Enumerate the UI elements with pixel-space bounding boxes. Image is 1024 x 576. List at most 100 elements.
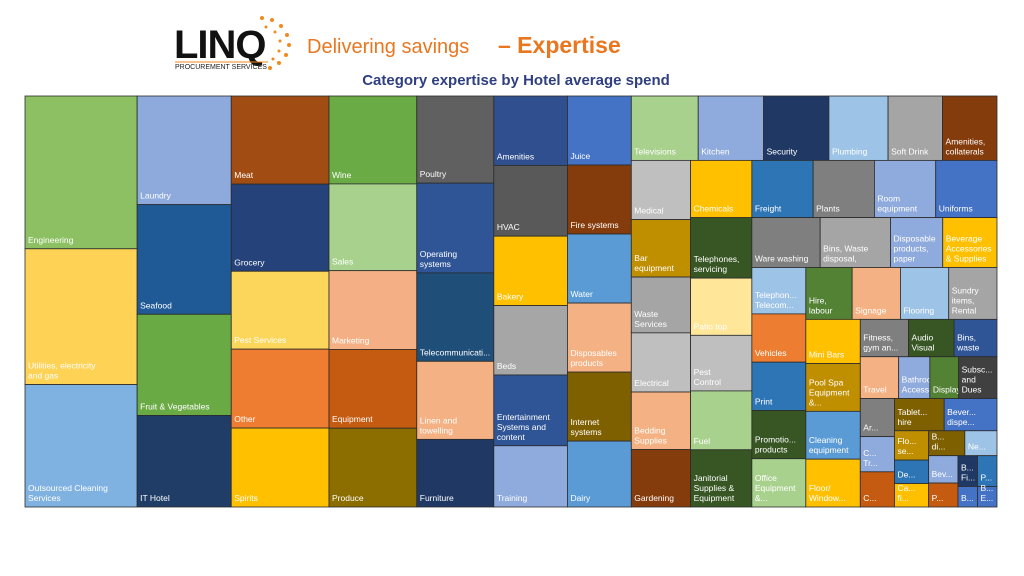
- cell-label: Disposable products, paper: [894, 233, 936, 263]
- treemap-cell: [136, 313, 232, 416]
- cell-label: Security: [767, 146, 798, 156]
- cell-label: IT Hotel: [140, 493, 170, 503]
- cell-label: Disposables products: [570, 348, 616, 368]
- treemap-cell: [24, 95, 138, 250]
- treemap-cell: [230, 348, 330, 429]
- treemap-cell: [416, 360, 495, 440]
- treemap-cell: [851, 267, 901, 320]
- treemap-cell: [136, 95, 232, 206]
- cell-label: Bedding Supplies: [634, 426, 667, 446]
- treemap-cell: [690, 334, 753, 392]
- cell-label: Other: [234, 414, 255, 424]
- cell-label: Flooring: [903, 305, 934, 315]
- treemap-cell: [805, 458, 861, 508]
- cell-label: Bins, waste: [956, 333, 979, 353]
- treemap-cell: [24, 248, 138, 385]
- cell-label: Amenities: [497, 151, 534, 161]
- logo-dots: [260, 16, 291, 70]
- cell-label: B... Fi...: [961, 462, 975, 482]
- cell-label: Laundry: [140, 191, 171, 201]
- cell-label: Fitness, gym an...: [863, 333, 898, 353]
- treemap-cell: [416, 438, 495, 508]
- cell-label: Bins, Waste disposal,: [823, 243, 868, 263]
- cell-label: B... di...: [932, 432, 946, 452]
- treemap-cell: [942, 217, 998, 268]
- cell-label: Plumbing: [832, 146, 868, 156]
- cell-label: Ca... fi...: [897, 483, 915, 503]
- treemap-cell: [493, 445, 568, 508]
- cell-label: Bakery: [497, 292, 524, 302]
- treemap-cell: [230, 427, 330, 508]
- treemap-cell: [812, 159, 875, 219]
- treemap-cell: [948, 267, 998, 320]
- cell-label: Janitorial Supplies & Equipment: [694, 473, 735, 503]
- treemap-cell: [690, 217, 753, 279]
- cell-label: Entertainment Systems and content: [497, 412, 551, 442]
- cell-label: Cleaning equipment: [809, 435, 849, 455]
- treemap-cell: [964, 430, 998, 457]
- cell-label: Freight: [755, 204, 782, 214]
- cell-label: Engineering: [28, 235, 74, 245]
- cell-label: Fruit & Vegetables: [140, 401, 209, 411]
- cell-label: Pest Services: [234, 335, 286, 345]
- cell-label: Spirits: [234, 493, 258, 503]
- cell-label: Hire, labour: [809, 295, 833, 315]
- cell-label: Fire systems: [570, 220, 618, 230]
- cell-label: Water: [570, 289, 593, 299]
- cell-label: P...: [932, 493, 944, 503]
- cell-label: Soft Drink: [891, 146, 929, 156]
- cell-label: Tablet... hire: [897, 407, 927, 427]
- treemap-cell: [493, 165, 568, 237]
- cell-label: Travel: [863, 385, 886, 395]
- logo-text: LINQ: [174, 23, 266, 67]
- cell-label: Print: [755, 396, 773, 406]
- cell-label: Ar...: [863, 423, 878, 433]
- cell-label: Outsourced Cleaning Services: [28, 483, 108, 503]
- cell-label: P...: [980, 472, 992, 482]
- cell-label: Utilities, electricity and gas: [28, 361, 96, 381]
- cell-label: Telephon... Telecom...: [755, 290, 797, 310]
- treemap-cell: [751, 267, 807, 315]
- cell-label: Plants: [816, 204, 840, 214]
- cell-label: Office Equipment &...: [755, 473, 796, 503]
- cell-label: Equipment: [332, 414, 373, 424]
- treemap-cell: [953, 318, 998, 358]
- treemap-cell: [928, 430, 966, 457]
- treemap-cell: [690, 449, 753, 508]
- cell-label: Grocery: [234, 257, 265, 267]
- cell-label: Sundry items, Rental: [952, 285, 980, 315]
- cell-label: Mini Bars: [809, 350, 844, 360]
- cell-label: Telephones, servicing: [694, 254, 740, 274]
- cell-label: Subsc... and Dues: [962, 365, 993, 395]
- cell-label: Room equipment: [877, 194, 917, 214]
- cell-label: Telecommunicati...: [420, 347, 490, 357]
- treemap-cell: [416, 272, 495, 362]
- treemap-cell: [943, 398, 998, 432]
- treemap-cell: [805, 267, 853, 320]
- cell-label: Produce: [332, 493, 364, 503]
- cell-label: Audio Visual: [912, 333, 935, 353]
- treemap-cell: [751, 458, 807, 508]
- cell-label: Beverage Accessories & Supplies: [946, 233, 992, 263]
- cell-label: B... E...: [980, 483, 993, 503]
- treemap-cell: [630, 332, 691, 393]
- treemap-cell: [977, 486, 998, 508]
- cell-label: Floor/Window...: [809, 483, 846, 503]
- logo: LINQ PROCUREMENT SERVICES: [174, 16, 291, 71]
- cell-label: Signage: [855, 305, 886, 315]
- treemap-cell: [567, 233, 632, 304]
- cell-label: De...: [897, 470, 915, 480]
- treemap-cell: [859, 318, 909, 358]
- treemap-cell: [136, 204, 232, 315]
- treemap-cell: [567, 440, 632, 508]
- treemap: Engineering Utilities, electricity and gas…: [24, 95, 998, 508]
- slide-title: Delivering savings: [307, 36, 469, 58]
- cell-label: Fuel: [694, 436, 711, 446]
- treemap-cell: [328, 427, 418, 508]
- logo-subtitle: PROCUREMENT SERVICES: [175, 64, 267, 71]
- treemap-cell: [230, 270, 330, 350]
- cell-label: C... Tr...: [863, 448, 877, 468]
- treemap-cell: [567, 371, 632, 442]
- cell-label: Ware washing: [755, 253, 809, 263]
- cell-label: Medical: [634, 206, 663, 216]
